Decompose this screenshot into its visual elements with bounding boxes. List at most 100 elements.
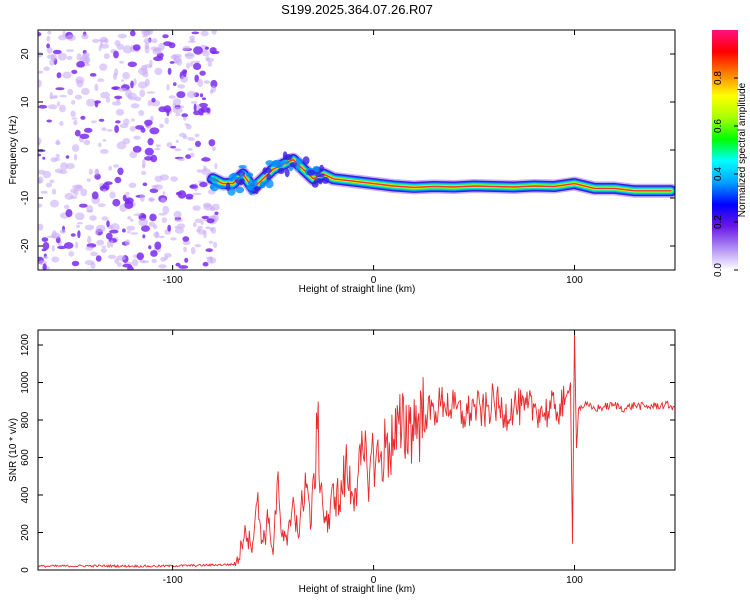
noise-blob xyxy=(182,135,188,140)
noise-blob xyxy=(203,204,214,211)
noise-blob xyxy=(173,211,182,219)
noise-blob xyxy=(86,178,91,182)
noise-blob xyxy=(158,106,167,113)
noise-blob xyxy=(74,94,82,100)
noise-blob xyxy=(148,197,155,202)
noise-blob xyxy=(189,61,194,67)
noise-blob xyxy=(97,203,106,208)
noise-blob xyxy=(160,197,167,204)
noise-blob xyxy=(168,95,176,99)
noise-blob xyxy=(95,255,102,262)
y-tick-label: 10 xyxy=(20,96,31,108)
noise-blob xyxy=(184,123,190,126)
noise-blob xyxy=(112,198,121,207)
noise-blob xyxy=(73,153,78,161)
noise-blob xyxy=(89,73,97,77)
noise-blob xyxy=(104,38,109,44)
signal-clump xyxy=(282,151,288,161)
noise-blob xyxy=(65,155,70,159)
noise-blob xyxy=(81,87,90,96)
signal-clump xyxy=(311,181,319,188)
noise-blob xyxy=(84,63,91,67)
noise-blob xyxy=(192,60,201,64)
signal-clump xyxy=(289,162,298,168)
noise-blob xyxy=(117,262,122,267)
noise-blob xyxy=(209,47,217,54)
noise-blob xyxy=(102,188,107,193)
noise-blob xyxy=(70,233,76,237)
noise-blob xyxy=(65,49,75,52)
noise-blob xyxy=(115,108,125,116)
noise-blob xyxy=(190,38,195,42)
colorbar: 0.0 0.2 0.4 0.6 0.8 Normalized spectral ampl… xyxy=(712,30,748,277)
noise-blob xyxy=(46,119,52,123)
noise-blob xyxy=(71,100,76,105)
noise-blob xyxy=(148,221,155,227)
noise-blob xyxy=(106,240,111,249)
noise-blob xyxy=(119,60,125,64)
noise-blob xyxy=(63,204,70,210)
snr-x-ticks: -100 0 100 xyxy=(163,330,583,586)
noise-blob xyxy=(172,98,181,106)
noise-blob xyxy=(84,224,95,231)
signal-clump xyxy=(238,165,247,169)
noise-blob xyxy=(158,43,165,51)
y-tick-label: 20 xyxy=(20,48,31,60)
y-tick-label: 0 xyxy=(20,147,31,153)
noise-blob xyxy=(46,43,50,49)
noise-blob xyxy=(186,90,197,99)
noise-blob xyxy=(155,144,161,148)
noise-blob xyxy=(38,70,44,74)
noise-blob xyxy=(130,80,134,89)
y-tick-label: 1200 xyxy=(20,333,31,356)
noise-blob xyxy=(38,176,44,184)
noise-blob xyxy=(164,253,172,258)
noise-blob xyxy=(71,260,80,267)
noise-blob xyxy=(83,127,93,133)
noise-blob xyxy=(210,79,218,89)
noise-blob xyxy=(117,167,124,176)
noise-blob xyxy=(110,240,114,248)
noise-blob xyxy=(158,264,167,269)
noise-blob xyxy=(176,91,186,99)
noise-blob xyxy=(206,218,215,224)
noise-blob xyxy=(142,159,146,167)
noise-blob xyxy=(112,86,118,91)
noise-blob xyxy=(91,191,99,200)
noise-blob xyxy=(83,139,91,146)
noise-blob xyxy=(162,34,169,39)
colorbar-tick-label: 0.4 xyxy=(713,167,724,181)
noise-blob xyxy=(194,218,203,223)
noise-blob xyxy=(40,190,48,194)
x-tick-label: 100 xyxy=(566,275,583,286)
noise-blob xyxy=(122,194,127,202)
noise-blob xyxy=(60,162,69,171)
noise-blob xyxy=(102,139,107,142)
noise-blob xyxy=(65,209,73,218)
noise-blob xyxy=(150,115,154,122)
noise-blob xyxy=(168,42,176,49)
spectrogram-plot-area xyxy=(38,30,675,270)
noise-blob xyxy=(170,176,178,182)
noise-blob xyxy=(51,256,60,263)
noise-blob xyxy=(55,153,60,159)
noise-blob xyxy=(144,156,153,161)
signal-clump xyxy=(210,182,220,192)
noise-blob xyxy=(134,96,142,102)
noise-blob xyxy=(195,140,201,147)
signal-clump xyxy=(228,173,236,182)
noise-blob xyxy=(133,135,141,140)
noise-blob xyxy=(95,224,106,233)
noise-blob xyxy=(151,97,156,103)
noise-blob xyxy=(122,228,126,233)
noise-blob xyxy=(113,50,119,59)
noise-blob xyxy=(82,52,90,58)
noise-blob xyxy=(153,231,160,238)
snr-panel: -100 0 100 0 200 400 600 800 1000 1200 Height of… xyxy=(8,329,676,595)
snr-x-label: Height of straight line (km) xyxy=(299,584,416,595)
noise-blob xyxy=(192,205,201,211)
noise-blob xyxy=(38,203,43,208)
noise-blob xyxy=(80,115,86,120)
noise-blob xyxy=(38,137,42,145)
noise-blob xyxy=(167,224,172,232)
